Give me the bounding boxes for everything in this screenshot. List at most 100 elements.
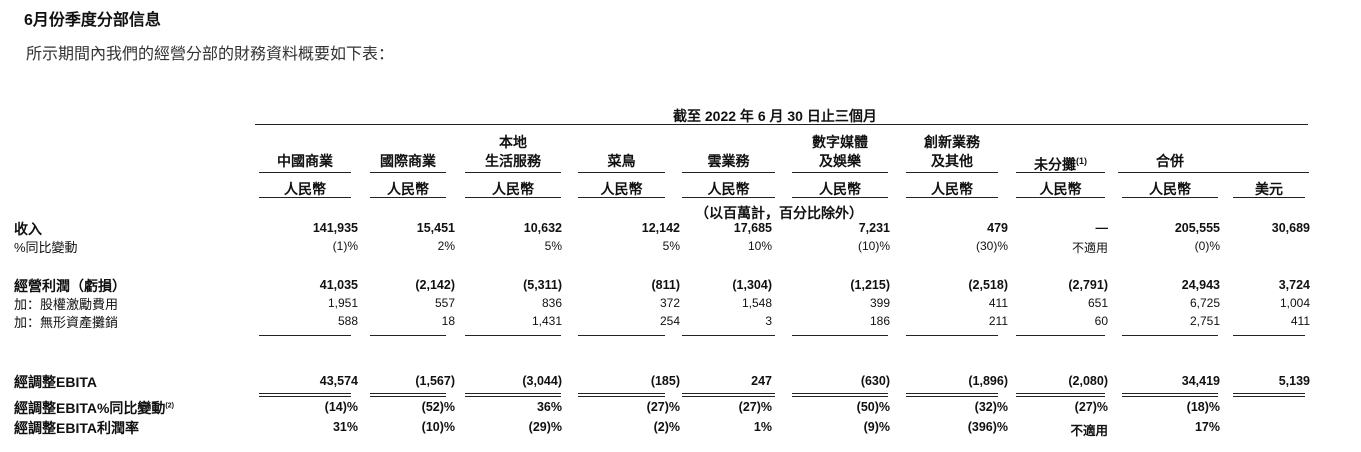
currency-label: 人民幣	[931, 181, 973, 197]
table-cell: 24,943	[1181, 278, 1220, 292]
currency-label: 美元	[1255, 181, 1283, 197]
total-rule	[792, 396, 888, 397]
table-cell: (5,311)	[523, 278, 562, 292]
table-cell: 479	[987, 221, 1008, 235]
column-header-rule	[370, 172, 446, 173]
subtotal-rule	[578, 335, 665, 336]
table-cell: 211	[988, 314, 1008, 328]
total-rule	[1122, 393, 1218, 394]
currency-label: 人民幣	[707, 181, 750, 197]
table-cell: 10,632	[523, 221, 562, 235]
table-cell: 17,685	[733, 221, 772, 235]
table-cell: 1,431	[531, 314, 562, 328]
table-cell: (3,044)	[522, 374, 562, 388]
table-cell: (50)%	[856, 400, 890, 414]
table-cell: (2,080)	[1068, 374, 1108, 388]
column-header-line1: 創新業務	[924, 134, 980, 150]
table-cell: 651	[1087, 296, 1108, 310]
table-cell: 411	[1290, 314, 1310, 328]
currency-rule	[906, 197, 998, 198]
row-label-text: 加：股權激勵費用	[14, 297, 119, 312]
table-cell: 17%	[1194, 420, 1220, 434]
total-rule	[578, 396, 665, 397]
table-cell: 不適用	[1071, 241, 1108, 255]
table-cell: 186	[869, 314, 890, 328]
subtotal-rule	[906, 335, 998, 336]
row-label: 經營利潤（虧損）	[14, 276, 126, 296]
currency-label: 人民幣	[492, 181, 534, 197]
table-cell: (29)%	[528, 420, 562, 434]
subtotal-rule	[682, 335, 775, 336]
total-rule	[370, 396, 446, 397]
table-cell: 34,419	[1181, 374, 1220, 388]
currency-rule	[682, 197, 775, 198]
column-header-rule	[792, 172, 888, 173]
table-cell: 836	[541, 296, 562, 310]
table-cell: 3	[765, 314, 772, 328]
table-cell: 18	[441, 314, 455, 328]
total-rule	[682, 393, 775, 394]
table-cell: 31%	[332, 420, 358, 434]
column-header: 及其他	[902, 152, 1002, 171]
table-cell: 15,451	[416, 221, 455, 235]
table-cell: (9)%	[863, 420, 890, 434]
table-cell: 3,724	[1278, 278, 1310, 292]
subtotal-rule	[1122, 335, 1218, 336]
table-cell: (1,215)	[850, 278, 890, 292]
column-header-label: 及娛樂	[819, 153, 861, 169]
currency-label: 人民幣	[1039, 181, 1082, 197]
currency-rule	[370, 197, 446, 198]
table-cell: (2,518)	[968, 278, 1008, 292]
table-cell: 不適用	[1070, 424, 1108, 438]
units-note: （以百萬計，百分比除外）	[695, 205, 863, 221]
total-rule	[578, 393, 665, 394]
table-cell: 1,548	[741, 296, 772, 310]
currency-rule	[1122, 197, 1218, 198]
column-header-label: 雲業務	[707, 153, 750, 169]
table-cell: —	[1095, 221, 1109, 235]
column-header: 及娛樂	[788, 152, 892, 171]
table-cell: (630)	[860, 374, 890, 388]
row-label: 收入	[14, 219, 42, 239]
currency-rule	[465, 197, 561, 198]
table-cell: (0)%	[1194, 239, 1220, 253]
column-header-label: 菜鳥	[607, 153, 636, 169]
column-header: 國際商業	[366, 152, 450, 171]
column-header-line1: 本地	[499, 134, 527, 150]
row-label: 經調整EBITA%同比變動(2)	[14, 398, 174, 418]
table-cell: (811)	[651, 278, 681, 292]
table-cell: (1)%	[332, 239, 358, 253]
table-cell: (27)%	[738, 400, 772, 414]
table-cell: (32)%	[974, 400, 1008, 414]
period-header: 截至 2022 年 6 月 30 日止三個月	[673, 108, 877, 124]
table-cell: 36%	[536, 400, 562, 414]
section-title: 6月份季度分部信息	[24, 12, 161, 29]
table-cell: 30,689	[1271, 221, 1310, 235]
column-header-label: 合併	[1156, 153, 1184, 169]
table-cell: 5%	[544, 239, 562, 253]
total-rule	[1016, 393, 1105, 394]
total-rule	[906, 393, 998, 394]
total-rule	[792, 393, 888, 394]
column-header-rule	[1118, 172, 1309, 173]
currency-label: 人民幣	[600, 181, 643, 197]
table-cell: (2,791)	[1068, 278, 1108, 292]
table-cell: 10%	[747, 239, 772, 253]
table-cell: 372	[659, 296, 680, 310]
total-rule	[1233, 393, 1305, 394]
table-cell: (396)%	[967, 420, 1008, 434]
subtotal-rule	[1016, 335, 1105, 336]
currency-rule	[1016, 197, 1105, 198]
subtotal-rule	[1233, 335, 1305, 336]
table-cell: 41,035	[319, 278, 358, 292]
column-header: 合併	[1118, 152, 1222, 171]
column-header-label: 中國商業	[277, 153, 333, 169]
row-label-text: 加：無形資產攤銷	[14, 315, 119, 330]
table-cell: (27)%	[1074, 400, 1108, 414]
total-rule	[1122, 396, 1218, 397]
currency-label: 人民幣	[1149, 181, 1191, 197]
column-header-rule	[259, 172, 351, 173]
column-header: 未分攤(1)	[1012, 152, 1109, 175]
table-cell: (10)%	[421, 420, 455, 434]
currency-rule	[578, 197, 665, 198]
